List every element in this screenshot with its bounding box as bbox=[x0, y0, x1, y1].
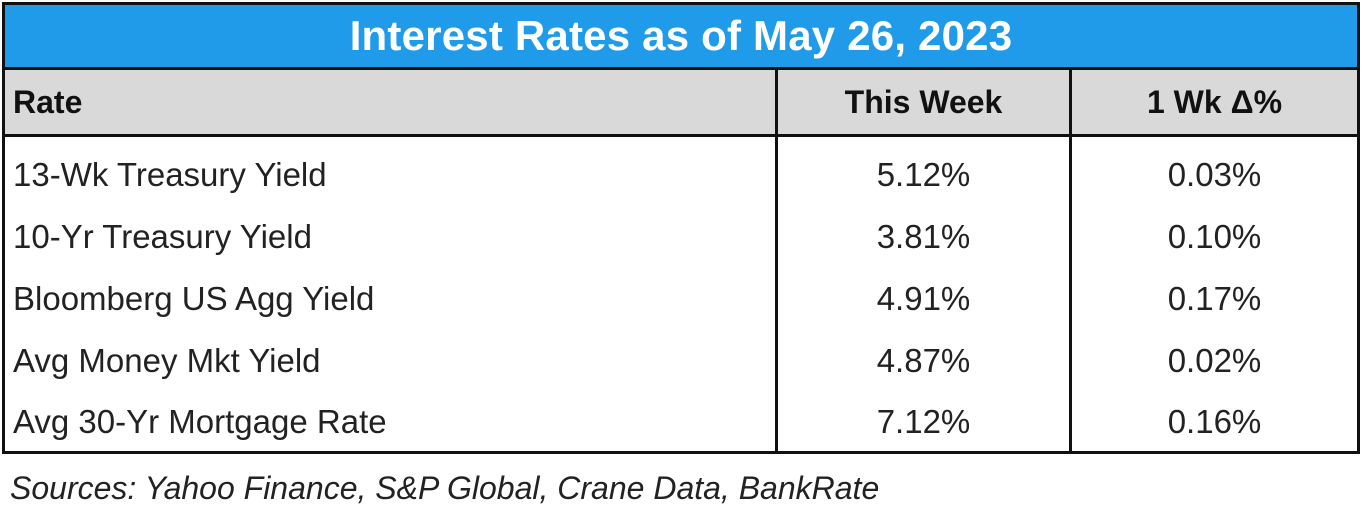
rate-name: 13-Wk Treasury Yield bbox=[13, 156, 327, 193]
rate-name: Avg 30-Yr Mortgage Rate bbox=[13, 403, 387, 440]
rate-this-week: 4.91% bbox=[876, 280, 971, 317]
rate-name: 10-Yr Treasury Yield bbox=[13, 218, 312, 255]
rate-one-week-change: 0.16% bbox=[1167, 403, 1262, 440]
header-rate: Rate bbox=[13, 83, 83, 120]
table-title: Interest Rates as of May 26, 2023 bbox=[349, 12, 1013, 59]
rate-this-week: 7.12% bbox=[876, 403, 971, 440]
column-divider bbox=[1069, 70, 1072, 451]
rate-this-week: 5.12% bbox=[876, 156, 971, 193]
interest-rates-table: Interest Rates as of May 26, 2023 Rate T… bbox=[2, 2, 1360, 454]
table-header-row: Rate This Week 1 Wk Δ% bbox=[5, 70, 1357, 137]
rate-this-week: 3.81% bbox=[876, 218, 971, 255]
header-this-week: This Week bbox=[844, 83, 1003, 120]
sources-footnote: Sources: Yahoo Finance, S&P Global, Cran… bbox=[10, 470, 880, 506]
table-title-bar: Interest Rates as of May 26, 2023 bbox=[5, 5, 1357, 70]
rate-name: Avg Money Mkt Yield bbox=[13, 342, 321, 379]
rate-this-week: 4.87% bbox=[876, 342, 971, 379]
rate-name: Bloomberg US Agg Yield bbox=[13, 280, 375, 317]
rate-one-week-change: 0.10% bbox=[1167, 218, 1262, 255]
header-one-week-change: 1 Wk Δ% bbox=[1146, 83, 1283, 120]
rate-one-week-change: 0.03% bbox=[1167, 156, 1262, 193]
rate-one-week-change: 0.17% bbox=[1167, 280, 1262, 317]
column-divider bbox=[775, 70, 778, 451]
rate-one-week-change: 0.02% bbox=[1167, 342, 1262, 379]
